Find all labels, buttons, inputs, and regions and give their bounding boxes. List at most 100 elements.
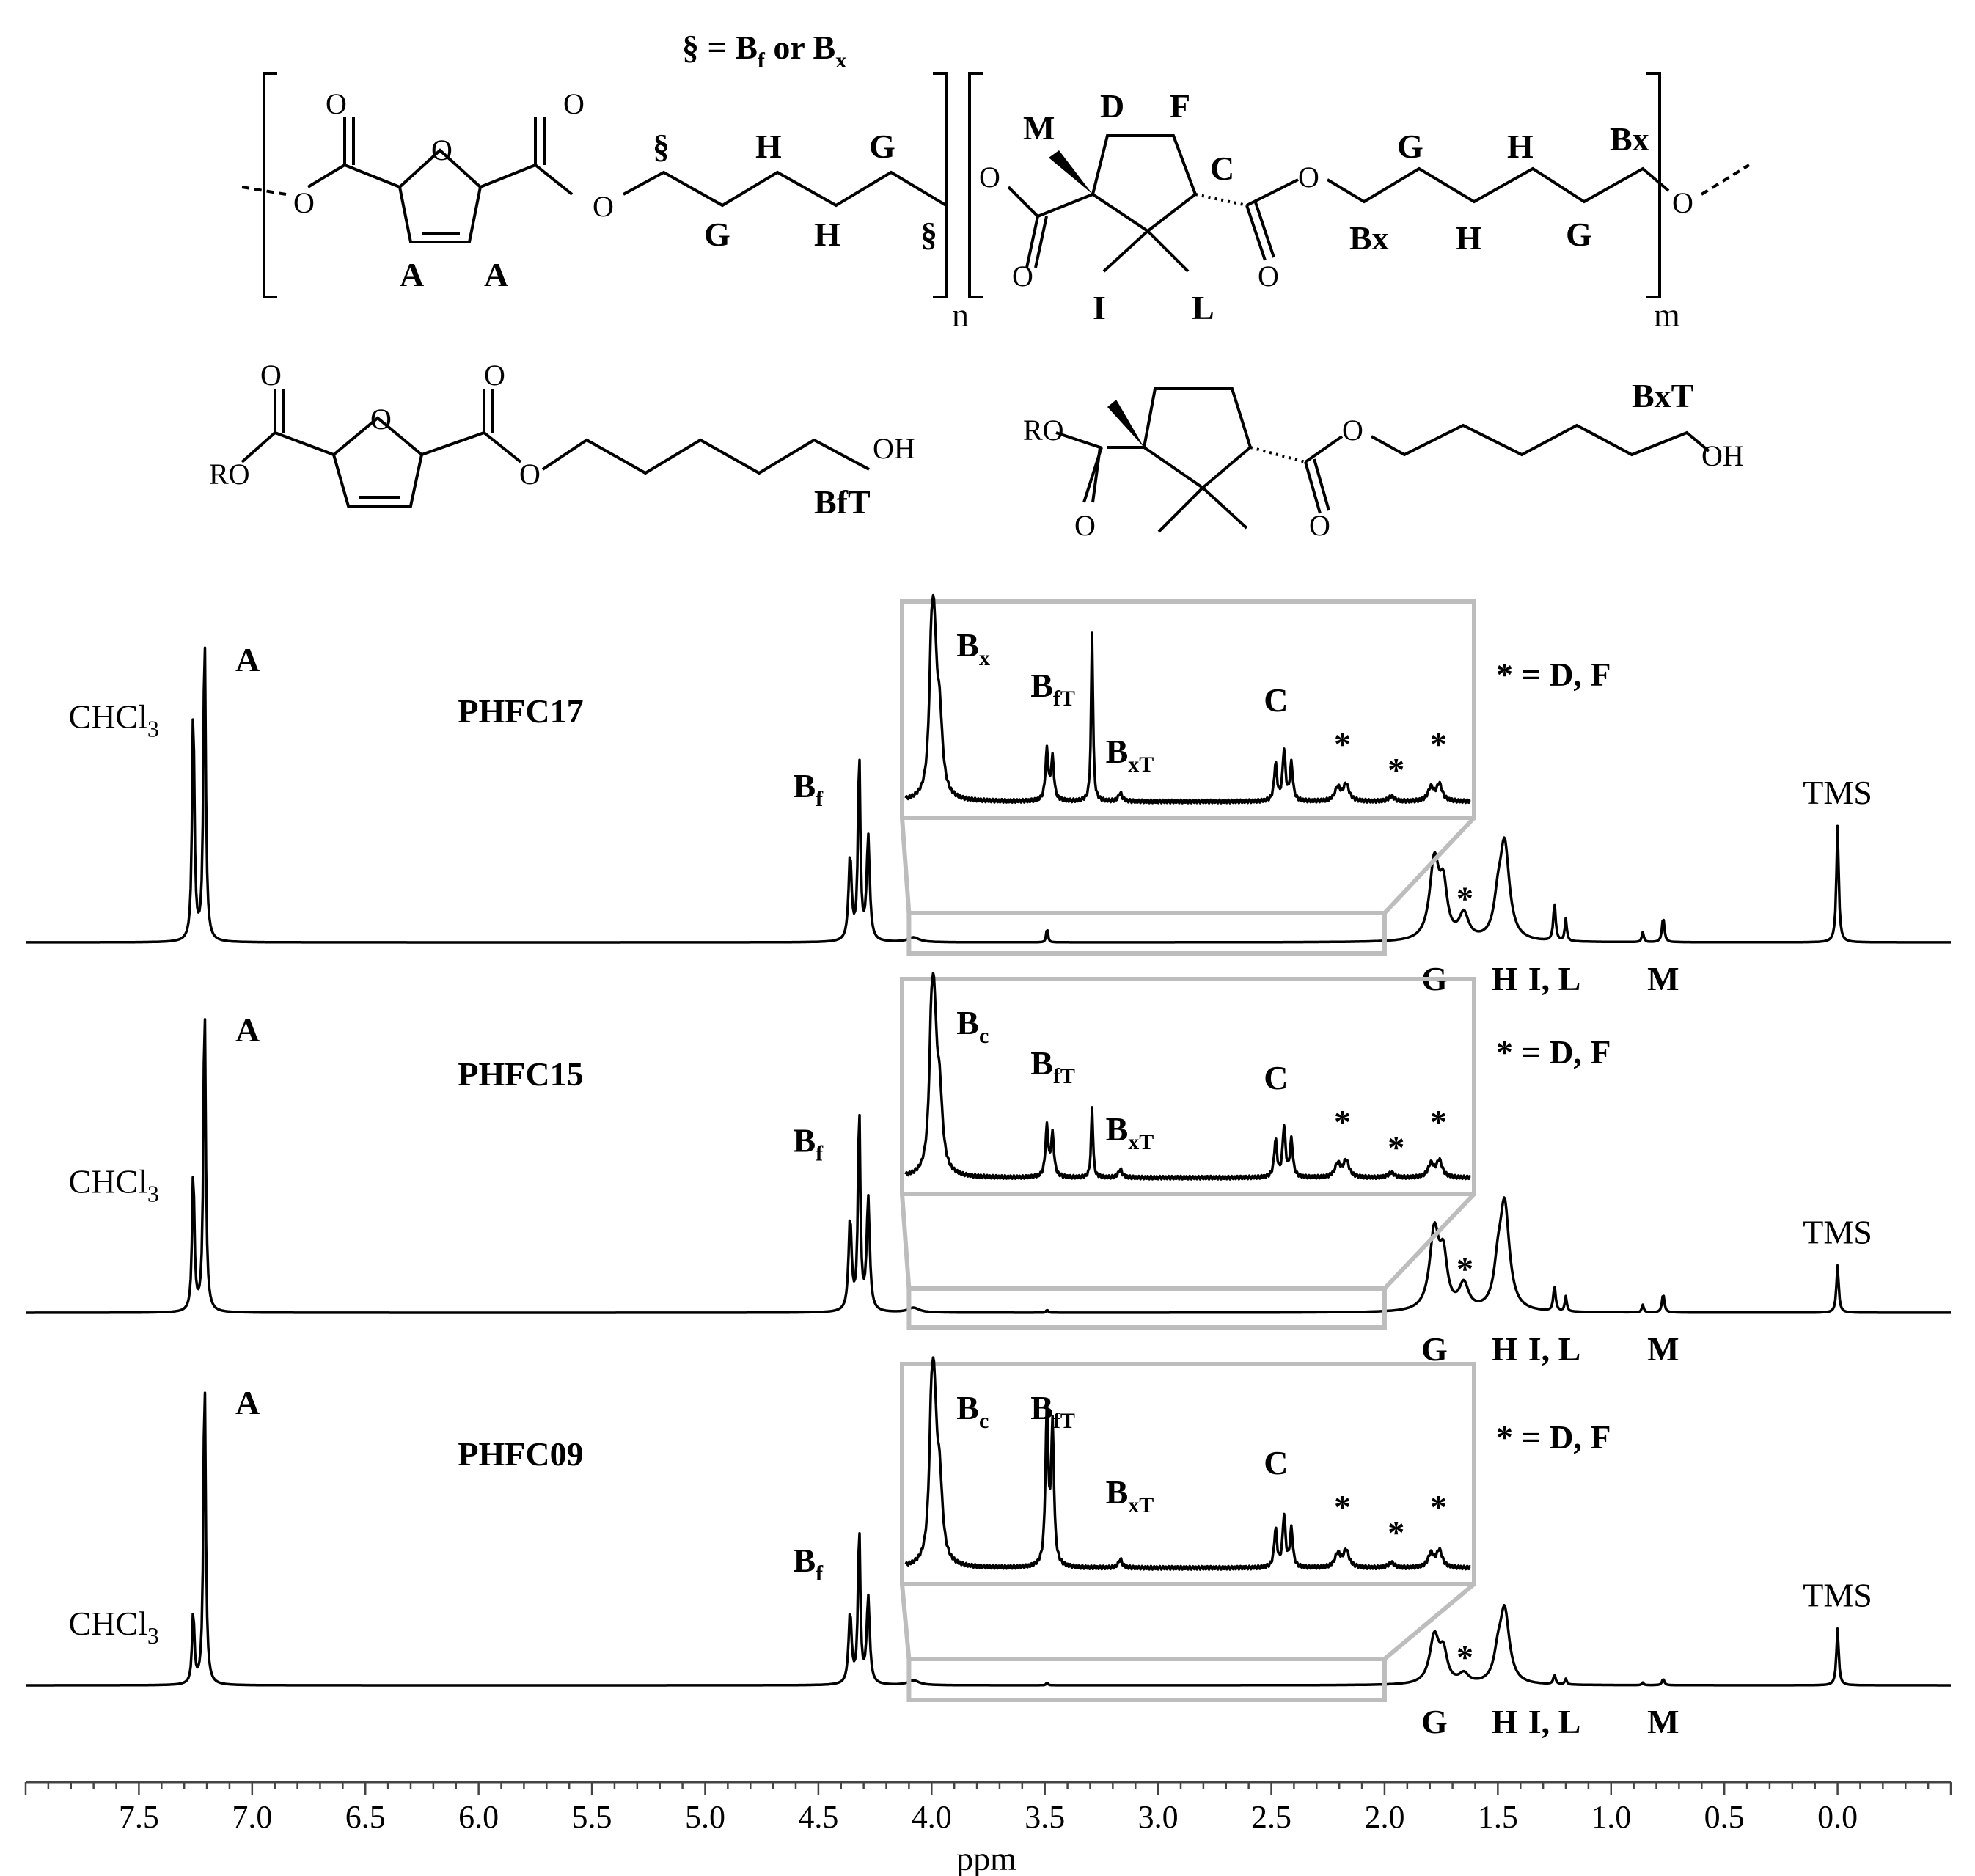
x-tick-label: 5.0: [685, 1799, 725, 1835]
x-tick-label: 3.0: [1138, 1799, 1179, 1835]
repeat-m: m: [1654, 296, 1680, 334]
label-m: M: [1647, 960, 1679, 997]
label-a: A: [235, 1384, 260, 1421]
polymer-structure: § = Bf or Bx n m O O O O O A A G H § § H…: [209, 29, 1751, 542]
inset-label-bxt: BxT: [1106, 733, 1154, 777]
svg-text:H: H: [814, 216, 840, 253]
label-a: A: [235, 1011, 260, 1049]
label-A-1: A: [400, 256, 424, 293]
label-bf: Bf: [793, 1122, 824, 1166]
label-tms: TMS: [1803, 774, 1872, 811]
inset-label-star: *: [1334, 1103, 1351, 1140]
spectrum-trace: [25, 1018, 1952, 1314]
x-tick-label: 6.0: [458, 1799, 499, 1835]
label-chcl3: CHCl3: [69, 698, 159, 742]
bracket-left-2: [968, 72, 983, 298]
svg-text:§: §: [920, 216, 937, 253]
svg-text:O: O: [260, 359, 282, 392]
svg-text:O: O: [1012, 260, 1033, 293]
label-h: H: [1492, 1330, 1518, 1368]
x-axis-label: ppm: [956, 1840, 1016, 1876]
inset-box: [900, 599, 1476, 820]
svg-text:H: H: [755, 128, 782, 165]
inset-label-star: *: [1430, 725, 1447, 763]
label-h: H: [1492, 1703, 1518, 1740]
inset-note: * = D, F: [1496, 656, 1611, 693]
inset-label-star: *: [1334, 1488, 1351, 1525]
x-tick-label: 1.0: [1591, 1799, 1631, 1835]
inset-note: * = D, F: [1496, 1033, 1611, 1071]
label-chcl3: CHCl3: [69, 1605, 159, 1649]
bracket-right-2: [1646, 72, 1661, 298]
svg-text:G: G: [704, 216, 730, 253]
label-tms: TMS: [1803, 1577, 1872, 1614]
label-il: I, L: [1528, 1703, 1581, 1740]
x-tick-label: 2.0: [1364, 1799, 1404, 1835]
svg-text:BxT: BxT: [1632, 377, 1693, 414]
bracket-right-1: [933, 72, 948, 298]
inset-label-bx: Bx: [956, 626, 990, 670]
inset-label-star: *: [1430, 1488, 1447, 1525]
svg-text:G: G: [1566, 216, 1592, 253]
svg-text:OH: OH: [1701, 439, 1744, 472]
inset-label-star: *: [1388, 1129, 1404, 1166]
inset-label-c: C: [1264, 1444, 1288, 1481]
label-m: M: [1647, 1330, 1679, 1368]
x-tick-label: 2.5: [1251, 1799, 1291, 1835]
x-tick-label: 4.0: [912, 1799, 952, 1835]
inset-trace: [904, 593, 1471, 805]
svg-text:OH: OH: [873, 432, 915, 465]
inset-label-bft: BfT: [1030, 667, 1075, 711]
label-a: A: [235, 641, 260, 678]
x-tick-label: 0.0: [1817, 1799, 1858, 1835]
svg-text:G: G: [1397, 128, 1423, 165]
label-A-2: A: [484, 256, 508, 293]
inset-label-bft: BfT: [1030, 1044, 1075, 1088]
section-sign-legend: § = Bf or Bx: [682, 29, 846, 73]
label-h: H: [1492, 960, 1518, 997]
spectrum-trace: [25, 1391, 1952, 1687]
label-chcl3: CHCl3: [69, 1163, 159, 1207]
svg-text:O: O: [326, 87, 347, 120]
spectrum-phfc15: CHCl3 A Bf G * H I, L M TMS PHFC15 Bc BfT BxT C * * * * =…: [25, 972, 1952, 1368]
series-title-phfc15: PHFC15: [458, 1055, 583, 1093]
nmr-spectra: CHCl3 A Bf G * H I, L M TMS PHFC17 Bx BfT BxT C * * * * =…: [25, 593, 1952, 1740]
svg-text:§: §: [653, 128, 670, 165]
label-m: M: [1647, 1703, 1679, 1740]
svg-text:O: O: [593, 190, 614, 223]
series-title-phfc17: PHFC17: [458, 692, 583, 730]
svg-text:H: H: [1456, 219, 1482, 257]
inset-label-bc: Bc: [956, 1389, 989, 1433]
inset-trace: [904, 972, 1471, 1181]
svg-text:Bx: Bx: [1610, 120, 1649, 158]
x-tick-label: 1.5: [1478, 1799, 1518, 1835]
label-g: G: [1421, 1703, 1448, 1740]
zoom-region: [906, 1657, 1387, 1702]
svg-text:G: G: [869, 128, 895, 165]
x-tick-label: 5.5: [572, 1799, 612, 1835]
svg-text:O: O: [1672, 186, 1693, 219]
inset-label-bxt: BxT: [1106, 1473, 1154, 1517]
svg-text:O: O: [563, 87, 585, 120]
svg-text:BfT: BfT: [814, 483, 871, 521]
svg-text:O: O: [979, 161, 1000, 194]
inset-label-star: *: [1388, 751, 1404, 788]
inset-trace: [904, 1356, 1471, 1571]
svg-text:O: O: [293, 186, 315, 219]
svg-text:C: C: [1210, 150, 1234, 187]
x-axis: ppm 7.5 7.0 6.5 6.0 5.5 5.0 4.5 4.0 3.5 3.0 2.5 2.0…: [24, 1781, 1952, 1876]
inset-label-star: *: [1334, 725, 1351, 763]
inset-box: [900, 977, 1476, 1196]
svg-text:I: I: [1093, 289, 1106, 326]
svg-text:F: F: [1170, 87, 1190, 125]
inset-label-bc: Bc: [956, 1004, 989, 1048]
repeat-n: n: [952, 296, 969, 334]
connector-left: [900, 817, 912, 914]
svg-text:O: O: [370, 403, 392, 436]
svg-text:H: H: [1507, 128, 1534, 165]
label-g: G: [1421, 1330, 1448, 1368]
svg-text:D: D: [1100, 87, 1124, 125]
